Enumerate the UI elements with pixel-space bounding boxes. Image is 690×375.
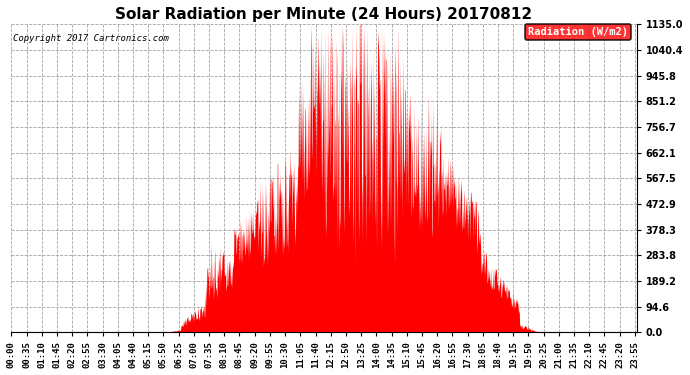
Legend: Radiation (W/m2): Radiation (W/m2)	[525, 24, 631, 40]
Text: Copyright 2017 Cartronics.com: Copyright 2017 Cartronics.com	[12, 34, 168, 43]
Title: Solar Radiation per Minute (24 Hours) 20170812: Solar Radiation per Minute (24 Hours) 20…	[115, 7, 533, 22]
